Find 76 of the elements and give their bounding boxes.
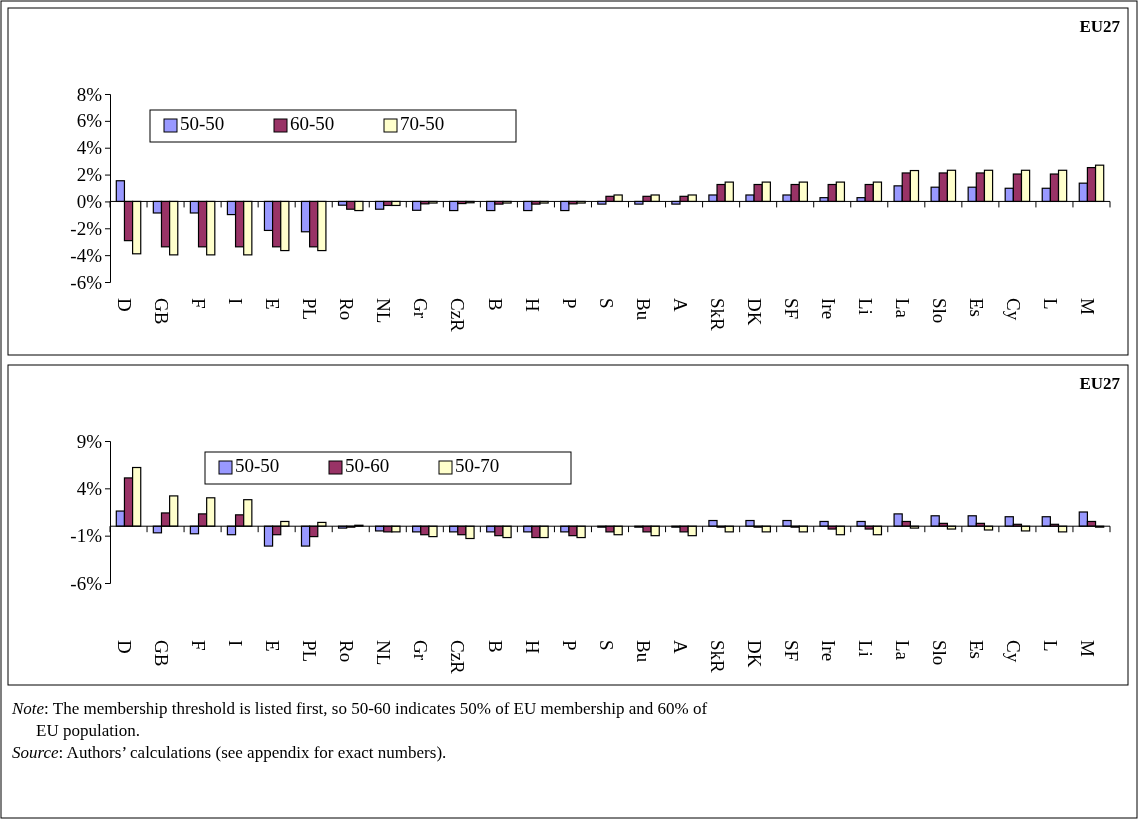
x-tick-label: M [1077,640,1099,657]
y-tick-label: 6% [76,110,103,132]
x-tick-label: La [891,298,913,319]
x-tick-label: S [595,640,617,651]
y-tick-label: 9% [76,430,103,452]
x-tick-label: Ire [817,298,839,320]
x-tick-label: B [484,298,506,311]
x-tick-label: P [558,298,580,309]
legend-label: 50-60 [345,455,390,477]
x-tick-label: PL [299,298,321,321]
x-tick-label: Cy [1003,640,1025,663]
x-tick-label: D [114,298,136,312]
x-tick-label: La [891,640,913,661]
x-tick-label: E [262,640,284,652]
x-tick-label: Cy [1003,298,1025,321]
x-tick-label: L [1040,640,1062,652]
x-tick-label: SkR [706,640,728,674]
x-tick-label: DK [743,298,765,326]
x-tick-label: CzR [447,298,469,333]
legend-label: 60-50 [290,113,335,135]
legend-label: 50-70 [455,455,500,477]
x-tick-label: NL [373,298,395,324]
y-tick-label: 4% [76,137,103,159]
legend-label: 50-50 [235,455,280,477]
x-tick-label: Gr [410,640,432,661]
y-tick-label: -6% [70,572,103,594]
x-tick-label: D [114,640,136,654]
y-tick-label: -2% [70,217,103,239]
x-tick-label: Slo [928,640,950,666]
y-tick-label: -6% [70,271,103,293]
y-tick-label: 8% [76,83,103,105]
x-tick-label: GB [151,640,173,667]
y-tick-label: -1% [70,525,103,547]
legend-label: 70-50 [400,113,445,135]
x-tick-label: A [669,298,691,312]
source-note: Source: Authors’ calculations (see appendix for exact numbers). [12,743,447,762]
x-tick-label: GB [151,298,173,325]
x-tick-label: Ro [336,640,358,663]
x-tick-label: Slo [928,298,950,324]
y-tick-label: -4% [70,244,103,266]
x-tick-label: Es [966,640,988,659]
legend-label: 50-50 [180,113,225,135]
x-tick-label: S [595,298,617,309]
x-tick-label: Ire [817,640,839,662]
x-tick-label: H [521,640,543,654]
y-tick-label: 0% [76,191,103,213]
text: Note: The membership threshold is listed first, so 50-60 indicates 50% of EU membership and 60% of EU population. [11,699,708,740]
y-tick-label: 4% [76,477,103,499]
x-tick-label: SF [780,640,802,662]
chart-title: EU27 [1079,374,1121,393]
x-tick-label: A [669,640,691,654]
x-tick-label: B [484,640,506,653]
x-tick-label: Gr [410,298,432,319]
chart-title: EU27 [1079,17,1121,36]
x-tick-label: NL [373,640,395,666]
x-tick-label: Ro [336,298,358,321]
x-tick-label: DK [743,640,765,668]
x-tick-label: F [188,640,210,651]
x-tick-label: I [225,298,247,305]
x-tick-label: M [1077,298,1099,315]
x-tick-label: Bu [632,298,654,321]
x-tick-label: PL [299,640,321,663]
x-tick-label: H [521,298,543,312]
x-tick-label: L [1040,298,1062,310]
x-tick-label: Bu [632,640,654,663]
x-tick-label: Li [854,640,876,657]
x-tick-label: P [558,640,580,651]
x-tick-label: Li [854,298,876,315]
x-tick-label: F [188,298,210,309]
x-tick-label: Es [966,298,988,317]
x-tick-label: SF [780,298,802,320]
x-tick-label: SkR [706,298,728,332]
y-tick-label: 2% [76,164,103,186]
x-tick-label: CzR [447,640,469,675]
x-tick-label: E [262,298,284,310]
x-tick-label: I [225,640,247,647]
